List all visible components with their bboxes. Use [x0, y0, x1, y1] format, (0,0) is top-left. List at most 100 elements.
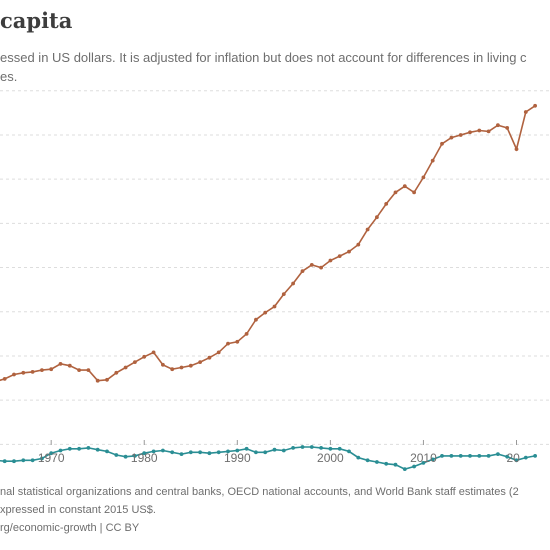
x-tick-label: 1980 [131, 451, 158, 465]
series-0-point [421, 175, 426, 180]
series-0-point [179, 365, 184, 370]
gridlines [0, 90, 550, 445]
series-0-point [505, 126, 510, 130]
series-0-point [142, 354, 147, 359]
series-0-point [309, 263, 314, 267]
series-0-point [58, 362, 63, 366]
series-1-point [142, 451, 147, 456]
series-1-point [347, 449, 351, 454]
series-0-point [533, 103, 537, 108]
series-0-point [207, 355, 212, 360]
series-0-point [412, 190, 416, 195]
series-1-point [402, 467, 407, 471]
series-1-point [328, 446, 333, 451]
series-0-point [86, 368, 91, 372]
series-1-point [365, 458, 370, 463]
series-0-point [393, 190, 398, 195]
series-0-point [67, 363, 72, 368]
series-1-point [49, 451, 54, 456]
source-link[interactable]: rg/economic-growth | CC BY [0, 522, 140, 534]
series-1-point [95, 447, 100, 452]
series-0-point [514, 147, 519, 152]
series-1-point [440, 454, 444, 458]
series-1-point [123, 454, 128, 459]
source-note: nal statistical organizations and centra… [0, 486, 519, 498]
series-1-point [505, 454, 510, 459]
series-1-point [384, 461, 389, 466]
series-0-point [319, 265, 323, 270]
series-1-point [179, 452, 184, 456]
x-tick-label: 1970 [38, 451, 65, 465]
series-1-point [207, 451, 212, 456]
series-0-point [95, 378, 100, 383]
series-1-point [533, 454, 537, 458]
series-0-point [384, 202, 389, 206]
series-0-point [216, 350, 221, 355]
series-0-point [114, 370, 119, 375]
series-1-point [77, 446, 81, 451]
series-0-point [21, 370, 26, 375]
series-1-point [272, 447, 277, 452]
series-1-point [254, 450, 258, 455]
series-1-point [300, 445, 305, 449]
series-1-point [458, 454, 463, 458]
series-0-point [244, 332, 249, 336]
chart-title: capita [0, 8, 73, 33]
series-1-point [188, 450, 193, 455]
series-0-point [458, 133, 463, 137]
series-1-point [58, 448, 63, 453]
series-line-0 [0, 105, 536, 382]
series-1-point [291, 446, 295, 450]
series-0-point [375, 215, 379, 220]
series-1-point [375, 460, 379, 464]
series-1-point [161, 448, 165, 453]
series-1-point [430, 457, 435, 462]
series-1-point [40, 456, 44, 461]
series-0-point [468, 130, 472, 135]
series-0-point [347, 249, 351, 254]
series-0-point [496, 123, 500, 128]
series-0-point [161, 362, 165, 367]
series-1-point [12, 459, 16, 464]
unit-note: xpressed in constant 2015 US$. [0, 504, 156, 516]
series-line-1 [0, 446, 536, 470]
series-0-point [365, 227, 370, 232]
series-1-point [468, 454, 472, 458]
series-0-point [2, 377, 7, 381]
series-0-point [272, 304, 277, 309]
series-1-point [114, 453, 119, 457]
series-1-point [67, 446, 72, 451]
series-0-point [263, 310, 268, 315]
series-1-point [226, 449, 230, 454]
series-0-point [151, 350, 156, 355]
series-0-point [198, 360, 203, 364]
x-tick-label: 2000 [317, 451, 344, 465]
series-1-point [421, 461, 426, 465]
series-1-point [244, 446, 249, 451]
series-1-point [2, 459, 7, 464]
series-1-point [393, 462, 398, 467]
x-axis-ticks: 1970 1980 1990 2000 2010 20 [38, 440, 520, 465]
series-0-point [440, 141, 444, 146]
series-0-point [40, 368, 44, 372]
series-1-point [337, 446, 342, 451]
series-0-point [170, 367, 175, 372]
chart-subtitle-line-1: essed in US dollars. It is adjusted for … [0, 50, 527, 65]
series-group [0, 103, 537, 471]
series-1-point [486, 454, 491, 458]
x-tick-label: 2010 [410, 451, 437, 465]
series-0-point [235, 339, 240, 344]
series-0-point [402, 184, 407, 189]
series-1-point [523, 455, 528, 460]
x-tick-label: 1990 [224, 451, 251, 465]
series-1-point [449, 454, 454, 458]
series-0-point [188, 363, 193, 368]
series-0-point [133, 360, 137, 364]
series-0-point [105, 377, 109, 382]
series-0-point [281, 292, 286, 296]
series-1-point [21, 458, 26, 463]
series-0-point [356, 242, 361, 247]
series-0-point [77, 368, 81, 372]
series-1-point [198, 450, 203, 455]
